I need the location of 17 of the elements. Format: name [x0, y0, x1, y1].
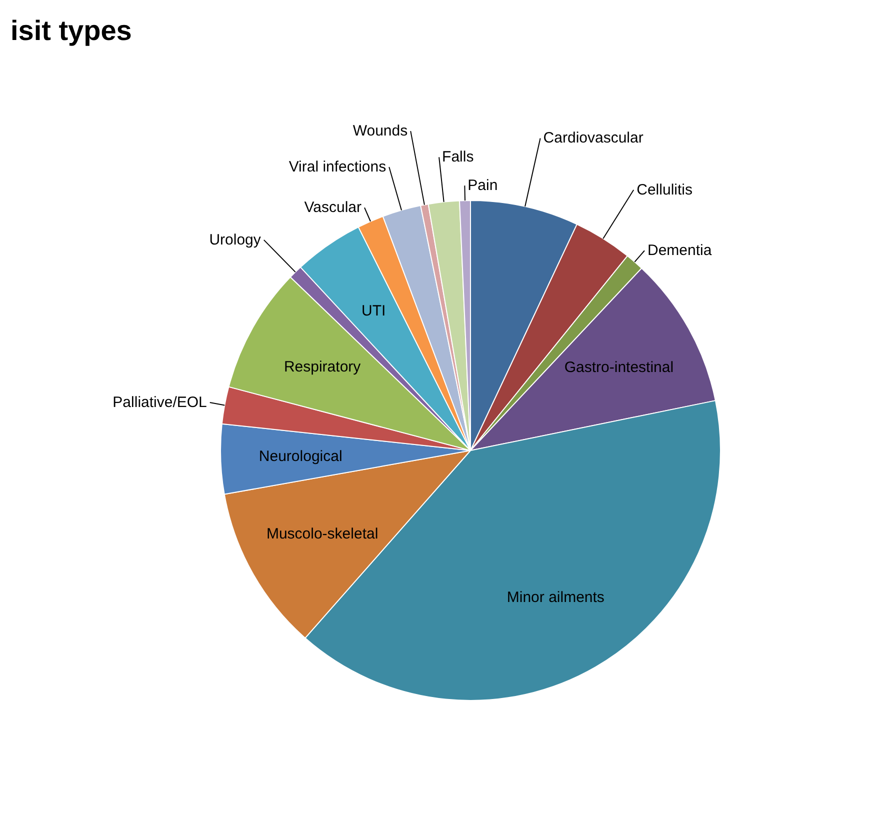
- slice-label: Cellulitis: [636, 181, 692, 198]
- slice-label: Viral infections: [288, 158, 386, 176]
- slice-label: Gastro-intestinal: [564, 359, 674, 376]
- slice-label: Muscolo-skeletal: [266, 525, 378, 542]
- slice-label: UTI: [362, 302, 386, 320]
- chart-title: isit types: [10, 15, 132, 46]
- slice-label: Cardiovascular: [543, 130, 644, 147]
- slice-label: Urology: [209, 231, 262, 248]
- slice-label: Respiratory: [284, 358, 362, 376]
- slice-label: Vascular: [304, 199, 362, 216]
- slice-label: Minor ailments: [506, 589, 604, 606]
- slice-label: Pain: [468, 177, 498, 194]
- slice-label: Dementia: [647, 242, 712, 260]
- slice-label: Palliative/EOL: [112, 394, 207, 411]
- slice-label: Wounds: [352, 122, 408, 140]
- slice-label: Neurological: [258, 448, 342, 465]
- slice-label: Falls: [442, 148, 474, 166]
